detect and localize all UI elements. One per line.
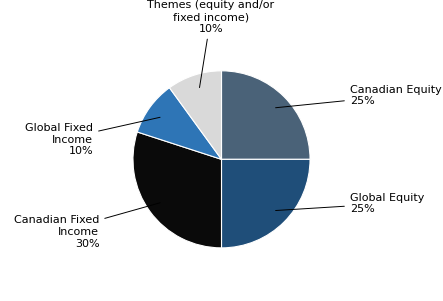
Wedge shape [222,71,310,159]
Wedge shape [137,88,222,159]
Text: Canadian Equity
25%: Canadian Equity 25% [276,85,442,108]
Wedge shape [133,132,222,248]
Wedge shape [170,71,222,159]
Text: Themes (equity and/or
fixed income)
10%: Themes (equity and/or fixed income) 10% [148,0,275,88]
Text: Global Equity
25%: Global Equity 25% [276,193,424,214]
Text: Global Fixed
Income
10%: Global Fixed Income 10% [25,117,160,157]
Wedge shape [222,159,310,248]
Text: Canadian Fixed
Income
30%: Canadian Fixed Income 30% [14,203,160,249]
